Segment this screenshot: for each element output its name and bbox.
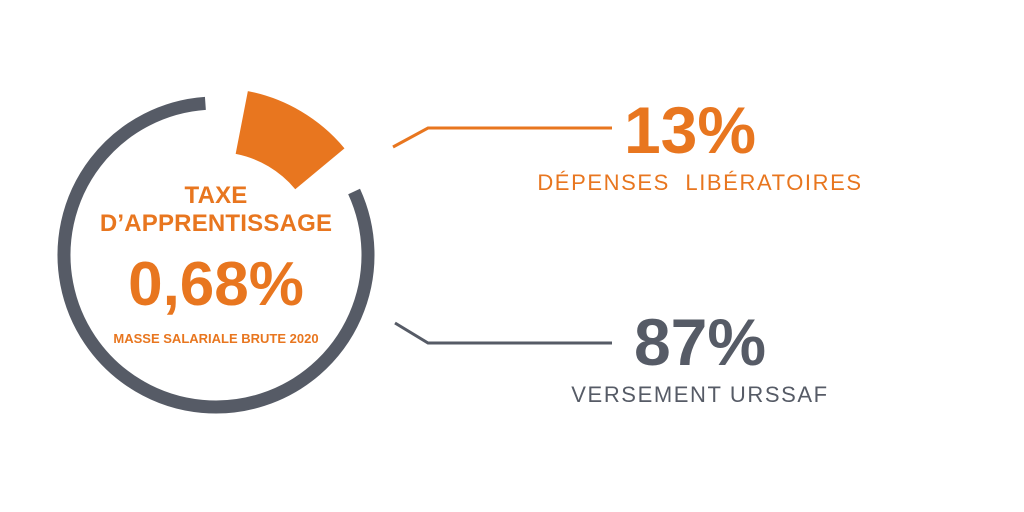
leader-line-urssaf [394, 321, 612, 345]
center-title-line1: TAXE [184, 182, 248, 209]
leader-line-depenses [392, 126, 612, 149]
slice-percent-depenses: 13% [623, 93, 757, 167]
slice-percent-urssaf: 87% [633, 305, 767, 379]
center-note: MASSE SALARIALE BRUTE 2020 [113, 331, 319, 346]
slice-urssaf [57, 96, 375, 414]
slice-label-urssaf: VERSEMENT URSSAF [571, 382, 829, 407]
center-title-line2: D’APPRENTISSAGE [99, 210, 333, 237]
center-value: 0,68% [128, 250, 304, 319]
slice-depenses [235, 91, 345, 190]
slice-label-depenses: DÉPENSES LIBÉRATOIRES [537, 170, 863, 195]
